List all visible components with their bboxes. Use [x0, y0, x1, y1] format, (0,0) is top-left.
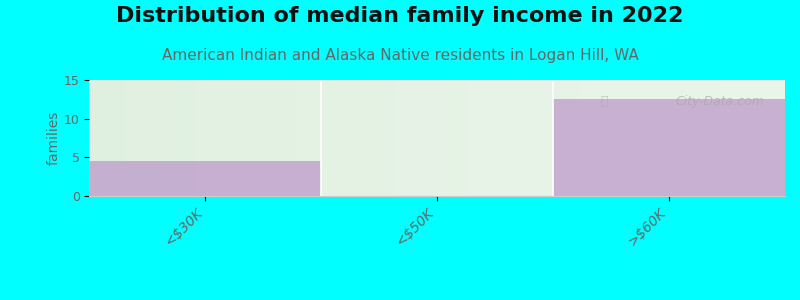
Bar [90, 161, 322, 196]
Text: City-Data.com: City-Data.com [675, 95, 764, 108]
Text: ⓘ: ⓘ [601, 95, 608, 108]
Text: Distribution of median family income in 2022: Distribution of median family income in … [116, 6, 684, 26]
Text: American Indian and Alaska Native residents in Logan Hill, WA: American Indian and Alaska Native reside… [162, 48, 638, 63]
Bar [553, 99, 785, 196]
Y-axis label: families: families [47, 111, 61, 165]
